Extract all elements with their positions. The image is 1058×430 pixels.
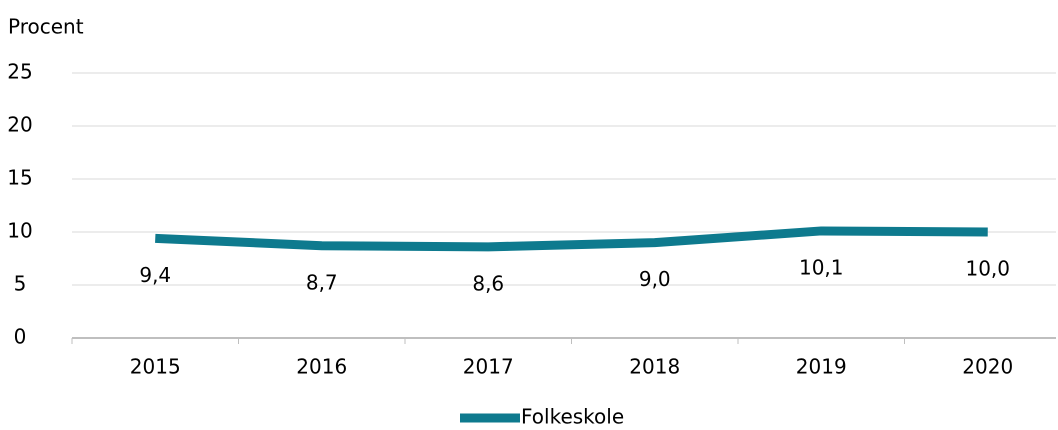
legend-label: Folkeskole (521, 405, 624, 429)
y-tick-label: 25 (7, 60, 32, 84)
x-tick-label: 2015 (130, 355, 181, 379)
x-tick-label: 2020 (962, 355, 1013, 379)
x-tick-label: 2018 (629, 355, 680, 379)
data-label: 10,1 (799, 255, 844, 279)
y-tick-label: 20 (7, 113, 32, 137)
data-label: 10,0 (965, 257, 1010, 281)
x-tick-label: 2019 (796, 355, 847, 379)
x-tick-label: 2017 (463, 355, 514, 379)
y-tick-label: 5 (14, 272, 27, 296)
y-tick-label: 15 (7, 166, 32, 190)
y-axis-label: Procent (8, 15, 84, 39)
data-label: 8,6 (472, 271, 504, 295)
data-label: 9,0 (639, 267, 671, 291)
data-label: 8,7 (306, 270, 338, 294)
y-tick-label: 10 (7, 219, 32, 243)
data-label: 9,4 (139, 263, 171, 287)
x-tick-label: 2016 (296, 355, 347, 379)
series-line (155, 226, 988, 252)
y-tick-label: 0 (14, 325, 27, 349)
